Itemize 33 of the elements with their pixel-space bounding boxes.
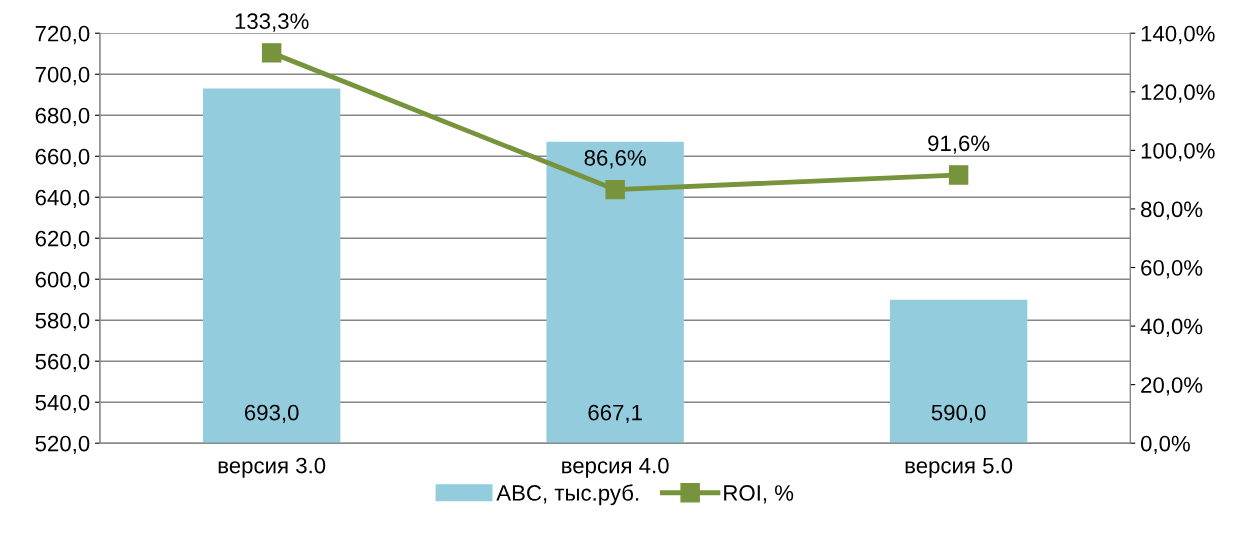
data-label: 590,0: [931, 404, 986, 424]
y-tick-label: 640,0: [35, 189, 90, 209]
data-label: 91,6%: [928, 135, 990, 154]
y2-tick-label: 60,0%: [1141, 260, 1203, 279]
y-tick-label: 560,0: [35, 353, 90, 373]
y2-tick-label: 120,0%: [1141, 84, 1215, 103]
y2-tick-label: 80,0%: [1141, 201, 1203, 220]
data-label: 693,0: [244, 404, 299, 424]
y-tick-label: 520,0: [35, 435, 90, 455]
y-tick-label: 600,0: [35, 271, 90, 291]
y-tick-label: 540,0: [35, 394, 90, 414]
point: [948, 165, 969, 185]
y-tick-label: 720,0: [35, 25, 90, 45]
legend-label: ROI, %: [724, 485, 794, 504]
y-tick-label: 580,0: [35, 312, 90, 332]
x-tick-label: версия 5.0: [905, 457, 1013, 478]
point: [605, 179, 625, 200]
data-label: 86,6%: [584, 150, 646, 169]
x-tick-label: версия 3.0: [218, 457, 326, 478]
y-tick-label: 660,0: [35, 148, 90, 168]
y2-tick-label: 100,0%: [1141, 142, 1215, 162]
y2-tick-label: 20,0%: [1141, 377, 1203, 396]
y2-tick-label: 140,0%: [1141, 25, 1215, 45]
y-tick-label: 620,0: [35, 230, 90, 250]
legend-label: ABC, тыс.руб.: [496, 484, 639, 506]
point: [261, 43, 282, 63]
y-tick-label: 680,0: [35, 107, 90, 127]
y-tick-label: 700,0: [35, 66, 90, 86]
y2-tick-label: 0,0%: [1140, 435, 1190, 455]
data-label: 667,1: [588, 404, 642, 424]
x-tick-label: версия 4.0: [562, 457, 669, 478]
y2-tick-label: 40,0%: [1140, 318, 1203, 337]
data-label: 133,3%: [235, 13, 309, 32]
